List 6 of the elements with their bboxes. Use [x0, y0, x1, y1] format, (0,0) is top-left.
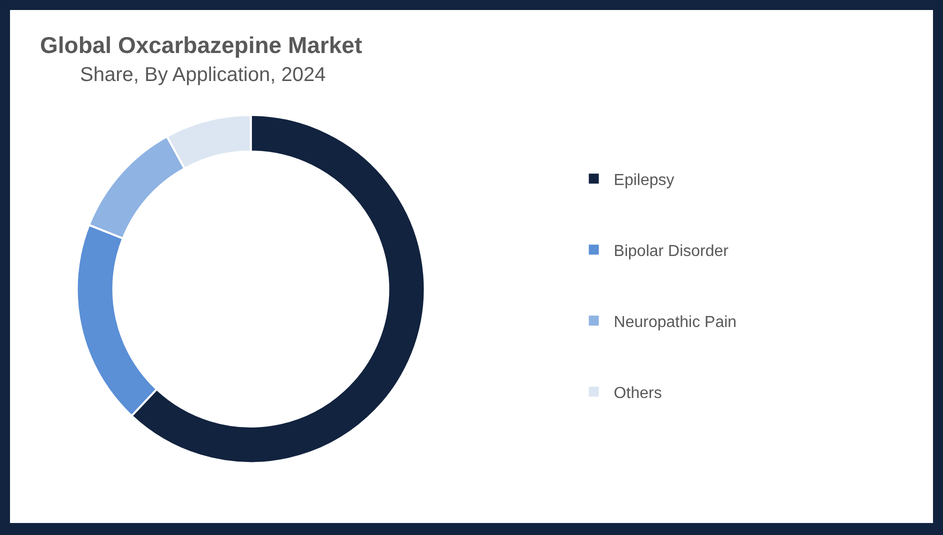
legend-label: Neuropathic Pain [614, 314, 737, 331]
legend-label: Bipolar Disorder [614, 242, 730, 260]
chart-title: Global Oxcarbazepine Market [40, 32, 362, 59]
chart-subtitle: Share, By Application, 2024 [80, 64, 326, 87]
legend-label: Others [614, 384, 662, 402]
legend-label: Epilepsy [614, 172, 674, 189]
